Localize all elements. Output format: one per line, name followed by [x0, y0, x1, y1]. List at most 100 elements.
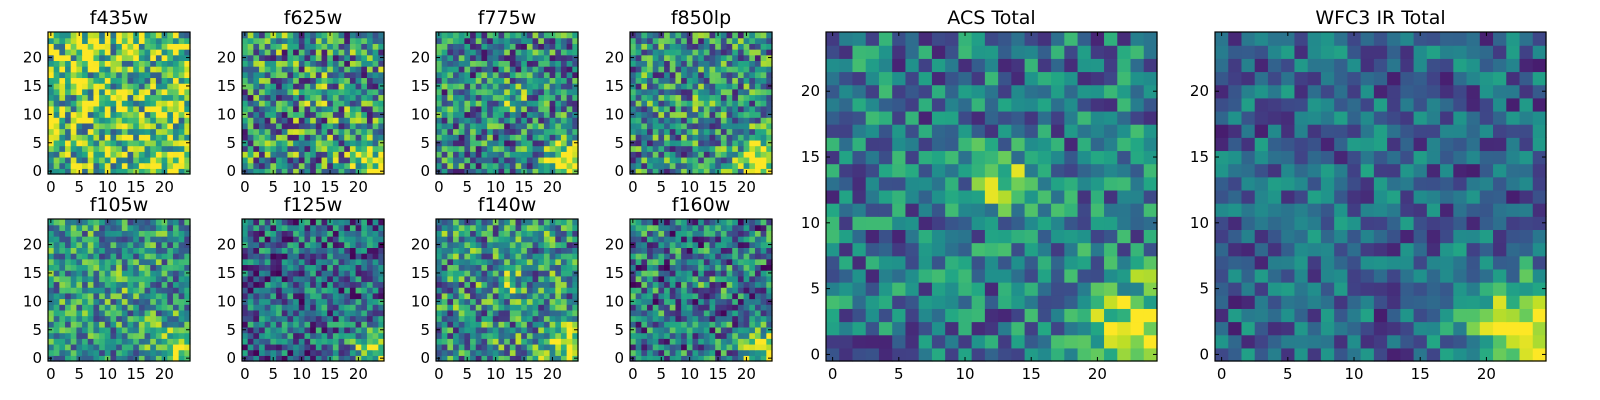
heatmap-cell [338, 128, 345, 135]
heatmap-cell [327, 281, 334, 288]
heatmap-cell [453, 247, 460, 254]
heatmap-cell [172, 247, 180, 254]
heatmap-cell [281, 100, 289, 107]
heatmap-cell [675, 32, 682, 39]
heatmap-cell [53, 355, 60, 362]
heatmap-cell [270, 66, 277, 73]
heatmap-cell [543, 54, 551, 61]
heatmap-cell [48, 134, 55, 141]
heatmap-cell [298, 54, 306, 61]
heatmap-cell [543, 349, 551, 356]
heatmap-cell [549, 236, 556, 243]
heatmap-cell [641, 37, 648, 44]
heatmap-cell [76, 43, 83, 50]
heatmap-cell [436, 275, 443, 283]
heatmap-cell [65, 105, 72, 113]
heatmap-cell [692, 37, 699, 44]
heatmap-cell [355, 111, 362, 118]
heatmap-cell [521, 60, 528, 67]
heatmap-cell [59, 349, 66, 356]
heatmap-cell [681, 128, 688, 135]
heatmap-cell [464, 321, 471, 328]
heatmap-cell [698, 355, 705, 362]
heatmap-cell [635, 151, 642, 158]
heatmap-cell [167, 134, 174, 141]
heatmap-cell [344, 309, 351, 317]
heatmap-cell [338, 139, 345, 147]
heatmap-cell [487, 224, 494, 231]
heatmap-cell [652, 54, 659, 61]
heatmap-cell [53, 230, 60, 237]
heatmap-cell [555, 32, 562, 39]
heatmap-cell [332, 128, 340, 135]
heatmap-cell [276, 349, 283, 356]
heatmap-cell [293, 156, 300, 164]
heatmap-cell [70, 32, 77, 39]
heatmap-cell [133, 326, 140, 334]
heatmap-cell [720, 292, 728, 300]
heatmap-cell [686, 71, 694, 79]
y-tick-label: 20 [23, 49, 42, 67]
heatmap-cell [526, 32, 534, 39]
heatmap-cell [492, 77, 500, 84]
heatmap-cell [543, 304, 551, 311]
heatmap-cell [675, 77, 682, 84]
heatmap-cell [521, 264, 528, 271]
heatmap-cell [76, 230, 83, 237]
heatmap-cell [281, 37, 289, 44]
heatmap-cell [76, 270, 83, 277]
heatmap-cell [138, 105, 146, 113]
heatmap-cell [332, 321, 340, 328]
heatmap-cell [698, 54, 705, 61]
heatmap-cell [641, 338, 648, 345]
heatmap-cell [703, 349, 711, 356]
heatmap-cell [441, 88, 448, 96]
heatmap-cell [155, 304, 163, 311]
heatmap-cell [355, 105, 362, 113]
heatmap-cell [726, 281, 733, 288]
heatmap-cell [709, 326, 716, 334]
heatmap-cell [555, 139, 562, 147]
heatmap-cell [509, 355, 517, 362]
heatmap-cell [675, 83, 682, 90]
heatmap-cell [133, 292, 140, 300]
heatmap-cell [366, 105, 374, 113]
heatmap-cell [184, 77, 191, 84]
heatmap-cell [293, 253, 300, 260]
heatmap-cell [726, 287, 733, 294]
heatmap-cell [167, 355, 174, 362]
heatmap-cell [555, 309, 562, 317]
heatmap-cell [65, 83, 72, 90]
heatmap-cell [144, 100, 151, 107]
heatmap-cell [87, 88, 95, 96]
heatmap-cell [287, 253, 294, 260]
heatmap-cell [93, 264, 100, 271]
heatmap-cell [447, 241, 454, 248]
heatmap-cell [366, 88, 374, 96]
heatmap-cell [344, 32, 351, 39]
heatmap-cell [48, 287, 55, 294]
heatmap-cell [378, 258, 385, 266]
heatmap-cell [475, 326, 483, 334]
heatmap-cell [53, 321, 60, 328]
heatmap-cell [53, 315, 60, 322]
heatmap-cell [641, 60, 648, 67]
heatmap-cell [276, 275, 283, 283]
heatmap-cell [681, 105, 688, 113]
y-tick-label: 15 [217, 77, 236, 95]
heatmap-cell [133, 156, 140, 164]
heatmap-cell [310, 66, 317, 73]
heatmap-cell [453, 71, 460, 79]
heatmap-cell [321, 326, 328, 334]
heatmap-cell [110, 304, 117, 311]
heatmap-cell [532, 219, 539, 226]
heatmap-cell [366, 122, 374, 130]
heatmap-cell [53, 224, 60, 231]
heatmap-cell [492, 117, 500, 124]
heatmap-cell [48, 343, 55, 351]
heatmap-cell [555, 219, 562, 226]
heatmap-cell [492, 151, 500, 158]
heatmap-cell [436, 60, 443, 67]
heatmap-cell [327, 247, 334, 254]
heatmap-cell [526, 83, 534, 90]
